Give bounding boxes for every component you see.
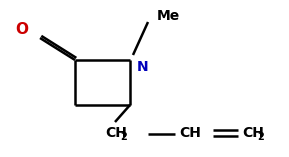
Text: CH: CH (179, 126, 201, 140)
Text: CH: CH (105, 126, 127, 140)
Text: Me: Me (156, 9, 180, 23)
Text: 2: 2 (120, 132, 127, 142)
Text: N: N (137, 60, 149, 74)
Text: 2: 2 (257, 132, 264, 142)
Text: CH: CH (242, 126, 264, 140)
Text: O: O (16, 22, 29, 38)
